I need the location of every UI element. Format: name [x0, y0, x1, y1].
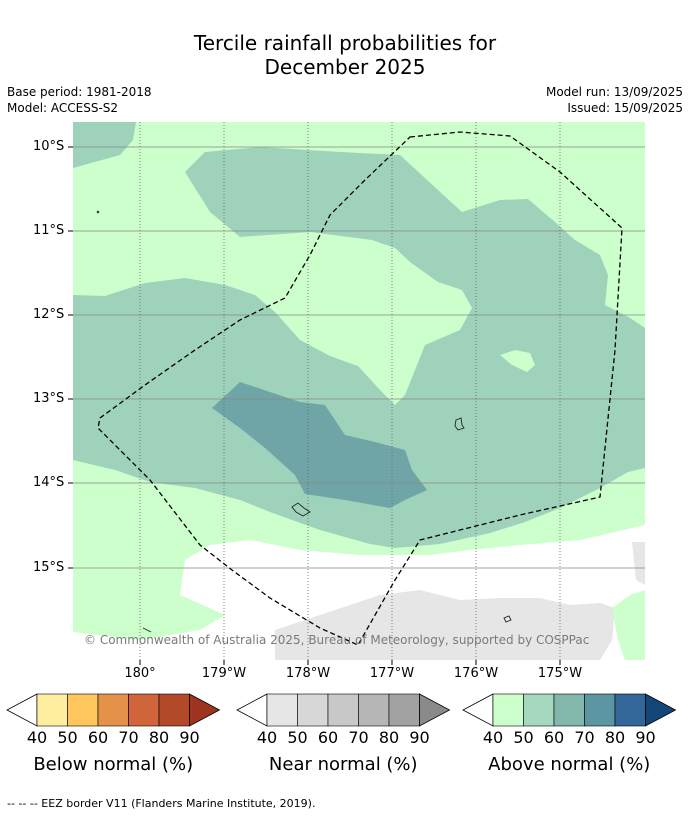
- map-title-line2: December 2025: [264, 55, 426, 79]
- above-normal-50-region-nw: [73, 122, 136, 168]
- base-period: Base period: 1981-2018: [7, 85, 152, 99]
- near-normal-colorbar-tick: 60: [317, 728, 339, 747]
- near-normal-colorbar-min-arrow: [236, 693, 268, 727]
- lon-label-179w: 179°W: [201, 666, 247, 681]
- map-title-line1: Tercile rainfall probabilities for: [193, 31, 497, 55]
- above-normal-colorbar-segment: [523, 693, 555, 727]
- above-normal-colorbar-segment: [614, 693, 646, 727]
- near-normal-colorbar-max-arrow: [419, 693, 451, 727]
- eez-footnote: -- -- -- EEZ border V11 (Flanders Marine…: [7, 797, 316, 810]
- near-normal-50-patch-east: [632, 542, 645, 585]
- near-normal-colorbar-tick: 70: [348, 728, 369, 747]
- near-normal-colorbar-tick: 50: [287, 728, 308, 747]
- above-normal-colorbar-segment: [553, 693, 585, 727]
- above-normal-40-patch-se: [612, 590, 645, 660]
- colorbars: [6, 693, 677, 727]
- near-normal-colorbar-segment: [358, 693, 390, 727]
- model-run: Model run: 13/09/2025: [545, 85, 683, 99]
- island-atoll-se: [503, 615, 512, 623]
- above-normal-60-region-core: [212, 382, 427, 508]
- near-normal-colorbar-segment: [388, 693, 420, 727]
- below-normal-colorbar-tick: 70: [118, 728, 139, 747]
- above-normal-colorbar-tick: 60: [543, 728, 565, 747]
- below-normal-colorbar-max-arrow: [189, 693, 221, 727]
- axis-ticks: [68, 146, 561, 665]
- above-normal-colorbar-tick: 40: [482, 728, 504, 747]
- lat-label-14s: 14°S: [33, 475, 65, 490]
- above-normal-colorbar-segment: [584, 693, 616, 727]
- below-normal-colorbar-segment: [128, 693, 160, 727]
- above-normal-colorbar-title: Above normal (%): [488, 754, 651, 775]
- model-name: Model: ACCESS-S2: [7, 101, 119, 115]
- island-nw: [96, 210, 100, 214]
- near-normal-colorbar-segment: [266, 693, 298, 727]
- above-normal-colorbar-tick: 80: [604, 728, 626, 747]
- below-normal-colorbar-segment: [67, 693, 99, 727]
- above-normal-50-region-main: [73, 147, 645, 548]
- below-normal-colorbar-title: Below normal (%): [33, 754, 194, 775]
- below-normal-colorbar-segment: [97, 693, 129, 727]
- below-normal-colorbar-segment: [36, 693, 68, 727]
- above-normal-colorbar-min-arrow: [462, 693, 494, 727]
- island-atoll-east: [454, 417, 465, 431]
- lon-label-175w: 175°W: [537, 666, 583, 681]
- below-normal-colorbar-segment: [158, 693, 190, 727]
- below-normal-colorbar-tick: 40: [26, 728, 48, 747]
- below-normal-colorbar-tick: 90: [179, 728, 200, 747]
- lat-label-15s: 15°S: [33, 560, 65, 575]
- above-normal-40-patch-east: [500, 350, 535, 372]
- near-normal-colorbar-segment: [297, 693, 329, 727]
- near-normal-colorbar-tick: 90: [409, 728, 430, 747]
- above-normal-colorbar-tick: 70: [574, 728, 595, 747]
- above-normal-colorbar-max-arrow: [645, 693, 677, 727]
- below-normal-colorbar-min-arrow: [6, 693, 38, 727]
- lat-label-12s: 12°S: [33, 307, 65, 322]
- islands: [96, 210, 512, 633]
- above-normal-colorbar-tick: 90: [635, 728, 656, 747]
- lon-label-178w: 178°W: [285, 666, 331, 681]
- lat-label-10s: 10°S: [33, 139, 65, 154]
- island-sw: [142, 627, 152, 633]
- near-normal-colorbar-segment: [327, 693, 359, 727]
- below-normal-colorbar-tick: 50: [57, 728, 78, 747]
- eez-border: [97, 131, 623, 646]
- graticule: [73, 146, 645, 569]
- near-normal-colorbar-title: Near normal (%): [268, 754, 418, 775]
- issued-date: Issued: 15/09/2025: [567, 101, 683, 115]
- probability-field: [73, 122, 645, 660]
- below-normal-colorbar-tick: 60: [87, 728, 109, 747]
- above-normal-colorbar-tick: 50: [513, 728, 534, 747]
- lon-label-176w: 176°W: [453, 666, 499, 681]
- near-normal-colorbar-tick: 80: [378, 728, 400, 747]
- near-normal-colorbar-tick: 40: [256, 728, 278, 747]
- copyright-credit: © Commonwealth of Australia 2025, Bureau…: [84, 633, 590, 647]
- lat-label-11s: 11°S: [33, 223, 65, 238]
- lat-label-13s: 13°S: [33, 391, 65, 406]
- above-normal-colorbar-segment: [492, 693, 524, 727]
- island-atoll-south: [291, 502, 311, 517]
- lon-label-180: 180°: [124, 666, 156, 681]
- below-normal-colorbar-tick: 80: [148, 728, 170, 747]
- lon-label-177w: 177°W: [369, 666, 415, 681]
